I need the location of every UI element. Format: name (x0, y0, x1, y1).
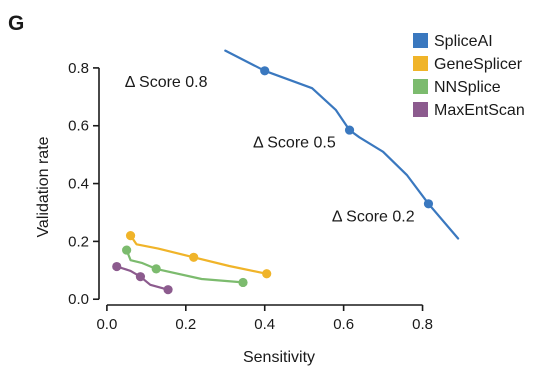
y-axis-title: Validation rate (35, 136, 52, 237)
series-line-nnsplice (125, 249, 245, 284)
x-tick-label: 0.6 (333, 316, 354, 333)
legend-label-maxentscan: MaxEntScan (434, 102, 525, 119)
legend-label-nnsplice: NNSplice (434, 79, 501, 96)
panel-label: G (8, 12, 24, 35)
axes: 0.0 0.2 0.4 0.6 0.8 0.0 0.2 0.4 0.6 0.8 (68, 60, 433, 333)
data-point-maxentscan (163, 285, 173, 295)
annotation-layer: Δ Score 0.8 Δ Score 0.5 Δ Score 0.2 (125, 74, 415, 225)
y-tick-label: 0.2 (68, 233, 89, 250)
series-line-genesplicer (129, 234, 268, 275)
score-annotation: Δ Score 0.5 (253, 135, 336, 152)
legend-swatch-spliceai (413, 33, 428, 48)
data-point-spliceai (260, 66, 270, 76)
legend-label-genesplicer: GeneSplicer (434, 56, 523, 73)
data-point-genesplicer (262, 269, 272, 279)
data-point-maxentscan (112, 261, 122, 272)
data-point-spliceai (423, 199, 434, 209)
score-annotation: Δ Score 0.8 (125, 74, 208, 91)
data-point-nnsplice (122, 245, 132, 255)
data-point-genesplicer (125, 231, 136, 241)
data-point-nnsplice (238, 277, 248, 288)
data-point-maxentscan (135, 272, 146, 282)
series-layer (112, 49, 460, 295)
series-line-spliceai (224, 49, 460, 240)
x-tick-label: 0.2 (175, 316, 196, 333)
score-annotation: Δ Score 0.2 (332, 208, 415, 225)
legend: SpliceAI GeneSplicer NNSplice MaxEntScan (413, 33, 525, 119)
legend-swatch-genesplicer (413, 56, 428, 71)
data-point-spliceai (344, 125, 355, 135)
legend-swatch-nnsplice (413, 79, 428, 94)
x-tick-label: 0.0 (96, 316, 117, 333)
y-tick-label: 0.6 (68, 118, 89, 135)
data-point-genesplicer (189, 252, 199, 262)
legend-label-spliceai: SpliceAI (434, 33, 493, 50)
x-tick-label: 0.8 (412, 316, 433, 333)
x-tick-label: 0.4 (254, 316, 275, 333)
x-axis-title: Sensitivity (243, 349, 315, 366)
y-tick-label: 0.4 (68, 176, 89, 193)
y-tick-label: 0.8 (68, 60, 89, 77)
legend-swatch-maxentscan (413, 102, 428, 117)
data-point-nnsplice (151, 264, 161, 274)
y-tick-label: 0.0 (68, 291, 89, 308)
